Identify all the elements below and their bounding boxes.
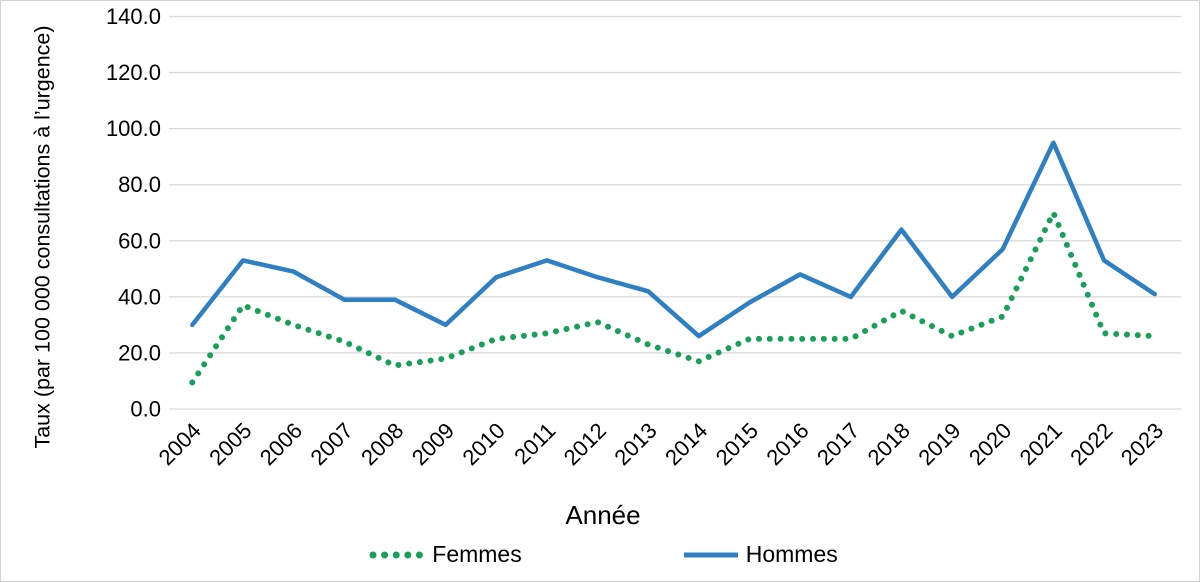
y-tick-0.0: 0.0 xyxy=(130,397,161,422)
x-tick-2015: 2015 xyxy=(711,418,763,470)
x-tick-2023: 2023 xyxy=(1116,418,1168,470)
y-axis-title: Taux (par 100 000 consultations à l’urge… xyxy=(30,25,55,449)
legend-label-hommes: Hommes xyxy=(745,541,838,567)
x-tick-2010: 2010 xyxy=(457,418,509,470)
x-tick-2021: 2021 xyxy=(1015,418,1067,470)
x-tick-2018: 2018 xyxy=(863,418,915,470)
y-tick-60.0: 60.0 xyxy=(118,228,161,253)
x-tick-2011: 2011 xyxy=(509,418,560,469)
x-tick-2017: 2017 xyxy=(812,418,864,470)
x-tick-2019: 2019 xyxy=(913,418,965,470)
y-tick-20.0: 20.0 xyxy=(118,340,161,365)
y-tick-120.0: 120.0 xyxy=(106,60,161,85)
x-tick-2006: 2006 xyxy=(255,418,307,470)
x-tick-2013: 2013 xyxy=(609,418,661,470)
x-tick-2009: 2009 xyxy=(407,418,459,470)
y-tick-40.0: 40.0 xyxy=(118,284,161,309)
femmes-dotted-marker-icon xyxy=(369,551,425,558)
hommes-series-line xyxy=(190,140,1157,339)
x-tick-2008: 2008 xyxy=(356,418,408,470)
y-tick-140.0: 140.0 xyxy=(106,4,161,29)
x-tick-2004: 2004 xyxy=(154,418,206,470)
x-tick-2007: 2007 xyxy=(306,418,358,470)
x-tick-2012: 2012 xyxy=(559,418,611,470)
x-tick-2014: 2014 xyxy=(660,418,712,470)
hommes-line-marker-icon xyxy=(683,552,738,557)
legend-label-femmes: Femmes xyxy=(432,541,522,567)
x-tick-2020: 2020 xyxy=(964,418,1016,470)
x-tick-2022: 2022 xyxy=(1065,418,1117,470)
legend-item-femmes: Femmes xyxy=(368,541,522,568)
legend: Femmes Hommes xyxy=(1,541,1199,568)
y-tick-80.0: 80.0 xyxy=(118,172,161,197)
legend-item-hommes: Hommes xyxy=(682,541,838,568)
femmes-series-line xyxy=(189,209,1158,386)
y-tick-100.0: 100.0 xyxy=(106,116,161,141)
x-tick-2016: 2016 xyxy=(761,418,813,470)
x-axis-title: Année xyxy=(565,500,641,530)
x-tick-2005: 2005 xyxy=(204,418,256,470)
